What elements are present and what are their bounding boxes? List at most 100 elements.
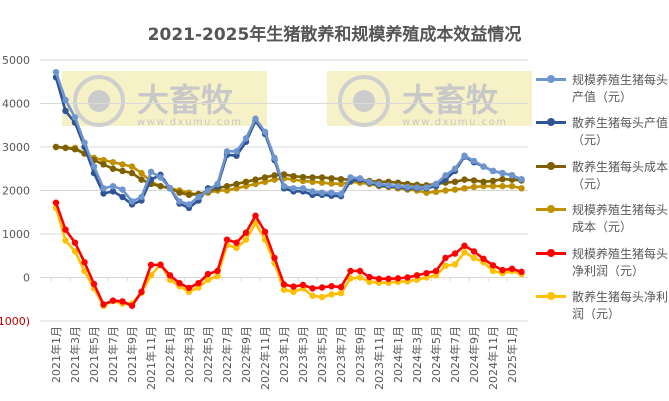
data-point xyxy=(138,193,145,201)
data-point xyxy=(214,272,221,280)
data-point xyxy=(109,165,117,172)
data-point xyxy=(109,297,117,304)
x-tick-label: 2023年1月 xyxy=(277,326,291,383)
data-point xyxy=(204,276,212,283)
data-point xyxy=(318,189,326,196)
data-point xyxy=(81,259,88,266)
data-point xyxy=(461,249,468,256)
data-point xyxy=(128,198,136,205)
data-point xyxy=(356,175,364,182)
data-point xyxy=(214,267,221,275)
series-4 xyxy=(52,199,525,309)
x-tick-label: 2021年7月 xyxy=(106,326,120,383)
data-point xyxy=(470,254,478,262)
data-point xyxy=(119,193,126,201)
data-point xyxy=(508,265,516,272)
x-tick-label: 2022年7月 xyxy=(220,326,234,383)
watermark-brand: 大畜牧 xyxy=(402,81,499,119)
legend-swatch xyxy=(536,115,566,129)
data-point xyxy=(518,185,525,192)
data-point xyxy=(128,169,136,177)
data-point xyxy=(480,255,487,262)
data-point xyxy=(309,174,316,181)
data-point xyxy=(290,185,297,192)
data-point xyxy=(100,190,107,197)
data-point xyxy=(442,254,449,262)
data-point xyxy=(204,270,212,278)
data-point xyxy=(157,261,164,269)
legend-item: 散养生猪每头产值（元） xyxy=(536,115,668,158)
legend-label: 规模养殖生猪每头成本（元） xyxy=(572,203,669,235)
data-point xyxy=(128,302,136,309)
legend-swatch xyxy=(536,246,566,260)
data-point xyxy=(71,145,79,153)
x-tick-label: 2021年3月 xyxy=(68,326,82,383)
data-point xyxy=(280,171,288,178)
data-point xyxy=(62,144,69,152)
data-point xyxy=(518,268,525,276)
data-point xyxy=(100,301,107,308)
x-tick-label: 2025年1月 xyxy=(505,326,519,383)
data-point xyxy=(470,248,478,255)
data-point xyxy=(413,184,421,191)
data-point xyxy=(375,275,383,283)
data-point xyxy=(499,175,506,183)
data-point xyxy=(404,183,411,191)
data-point xyxy=(71,114,79,121)
data-point xyxy=(271,154,278,162)
x-tick-label: 2022年3月 xyxy=(182,326,196,383)
data-point xyxy=(81,267,88,275)
data-point xyxy=(223,148,231,155)
data-point xyxy=(366,278,373,286)
data-point xyxy=(328,283,335,290)
legend-item: 规模养殖生猪每头产值（元） xyxy=(536,72,668,115)
legend-item: 散养生猪每头成本（元） xyxy=(536,159,668,202)
data-point xyxy=(356,267,364,275)
data-point xyxy=(166,185,174,192)
data-point xyxy=(109,182,117,190)
series-line xyxy=(54,207,522,308)
data-point xyxy=(337,180,345,188)
data-point xyxy=(299,173,307,181)
x-tick-label: 2022年11月 xyxy=(258,326,272,390)
data-point xyxy=(451,250,459,257)
data-point xyxy=(261,174,269,181)
data-point xyxy=(185,201,193,208)
data-point xyxy=(299,281,307,289)
watermark-url: www.dxumu.com xyxy=(402,117,508,128)
y-tick-label: 2000 xyxy=(2,185,30,198)
x-tick-label: 2024年3月 xyxy=(410,326,424,383)
x-tick-label: 2024年1月 xyxy=(391,326,405,383)
data-point xyxy=(290,288,297,296)
data-point xyxy=(52,143,60,151)
data-point xyxy=(157,174,164,181)
data-point xyxy=(366,178,373,185)
data-point xyxy=(385,275,392,283)
data-point xyxy=(119,298,126,305)
data-point xyxy=(119,167,126,175)
data-point xyxy=(442,187,449,194)
data-point xyxy=(432,180,440,188)
y-tick-label: 4000 xyxy=(2,98,30,111)
data-point xyxy=(404,274,411,281)
data-point xyxy=(62,237,69,244)
data-point xyxy=(81,139,88,146)
data-point xyxy=(451,261,459,268)
legend-swatch xyxy=(536,72,566,86)
data-point xyxy=(233,239,240,246)
legend: 规模养殖生猪每头产值（元） 散养生猪每头产值（元） 散养生猪每头成本（元） 规模养殖生… xyxy=(536,72,668,332)
data-point xyxy=(90,163,98,170)
data-point xyxy=(52,68,60,76)
data-point xyxy=(252,219,259,227)
data-point xyxy=(470,157,478,165)
data-point xyxy=(242,178,250,185)
data-point xyxy=(242,236,250,243)
legend-swatch xyxy=(536,159,566,173)
data-point xyxy=(223,236,231,243)
data-point xyxy=(252,176,259,183)
data-point xyxy=(480,163,487,170)
y-tick-label: 1000 xyxy=(2,228,30,241)
x-tick-label: 2024年5月 xyxy=(429,326,443,383)
data-point xyxy=(442,262,449,269)
